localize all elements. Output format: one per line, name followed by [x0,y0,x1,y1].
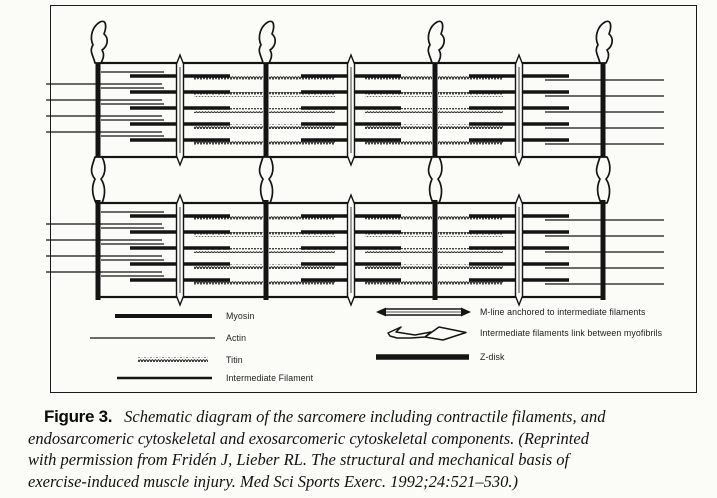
titin-filament [365,124,432,129]
caption-line: endosarcomeric cytoskeletal and exosarco… [28,428,589,448]
titin-filament [365,140,432,145]
titin-filament [269,264,335,269]
titin-filament [269,92,335,97]
legend-label-m-line: M-line anchored to intermediate filament… [480,307,646,317]
titin-filament [365,280,432,285]
titin-filament [269,232,335,237]
legend-item-intermediate-filament: Intermediate Filament [88,370,313,386]
if-link-blob [427,20,445,64]
caption-line: with permission from Fridén J, Lieber RL… [28,450,570,470]
figure-number-label: Figure 3. [44,407,113,426]
titin-filament [194,232,263,237]
figure-caption: Figure 3. Schematic diagram of the sarcom… [28,406,704,492]
legend-item-z-disk: Z-disk [375,349,505,365]
titin-filament [194,280,263,285]
legend-label-intermediate-filament: Intermediate Filament [226,373,314,383]
if-link-blob [258,156,274,204]
if-link-blob [427,156,443,204]
titin-filament [438,264,503,269]
titin-filament [269,108,335,113]
titin-filament [365,76,432,81]
titin-filament [438,76,503,81]
titin-filament [438,232,503,237]
titin-filament [194,76,263,81]
caption-line: Figure 3. Schematic diagram of the sarcom… [44,407,606,426]
legend-item-m-line: M-line anchored to intermediate filament… [375,304,645,320]
m-line-symbol [376,307,471,317]
titin-filament [194,140,263,145]
legend-item-if-link: Intermediate filaments link between myof… [375,325,662,341]
titin-filament [438,140,503,145]
titin-filament [365,232,432,237]
legend-label-z-disk: Z-disk [480,352,505,362]
titin-filament [194,264,263,269]
if-link-symbol [387,326,467,341]
titin-filament [365,92,432,97]
legend-item-myosin: Myosin [88,308,254,324]
titin-filament [438,108,503,113]
titin-filament [194,124,263,129]
legend-label-titin: Titin [226,355,243,365]
if-link-blob [258,20,276,64]
titin-filament [438,248,503,253]
actin-symbol [90,337,215,339]
caption-line: exercise-induced muscle injury. Med Sci … [28,471,518,491]
titin-filament [194,108,263,113]
legend-item-actin: Actin [88,330,246,346]
titin-filament [194,92,263,97]
legend-label-myosin: Myosin [226,311,255,321]
titin-filament [269,216,335,221]
titin-filament [365,264,432,269]
titin-filament [365,248,432,253]
titin-filament [438,216,503,221]
titin-symbol [138,357,208,362]
if-link-blob [90,156,106,204]
intermediate-filament-symbol [117,376,212,380]
titin-filament [269,248,335,253]
titin-filament [194,216,263,221]
legend-label-if-link: Intermediate filaments link between myof… [480,328,663,338]
sarcomere-svg [46,20,664,307]
legend-item-titin: Titin [88,352,243,368]
z-disk-symbol [376,354,469,360]
titin-filament [269,280,335,285]
titin-filament [438,124,503,129]
titin-filament [269,76,335,81]
titin-filament [365,108,432,113]
titin-filament [269,140,335,145]
figure-border-panel [50,5,697,393]
titin-filament [194,248,263,253]
titin-filament [438,280,503,285]
legend-label-actin: Actin [226,333,247,343]
titin-filament [269,124,335,129]
titin-filament [365,216,432,221]
if-link-blob [595,156,611,204]
if-link-blob [90,20,108,64]
myosin-symbol [115,314,212,318]
if-link-blob [595,20,613,64]
titin-filament [438,92,503,97]
